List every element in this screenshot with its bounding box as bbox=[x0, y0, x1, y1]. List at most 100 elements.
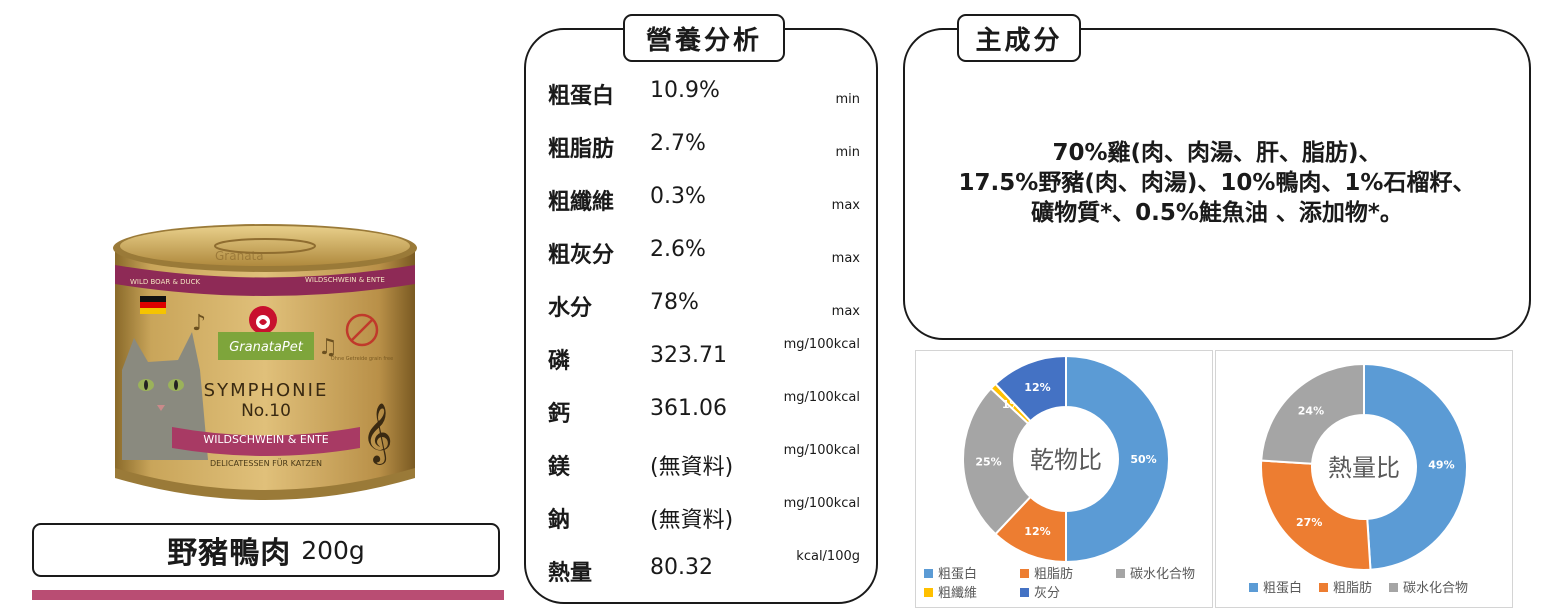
nutrient-value: 361.06 bbox=[650, 396, 727, 421]
slice-data-label: 25% bbox=[975, 455, 1001, 468]
ingredients-line: 礦物質*、0.5%鮭魚油 、添加物*。 bbox=[1031, 200, 1403, 226]
donut-slice bbox=[1065, 354, 1170, 564]
accent-bar bbox=[32, 590, 504, 600]
nutrient-value: 2.6% bbox=[650, 237, 706, 262]
can-pull-ring bbox=[214, 238, 316, 254]
nutrient-name: 水分 bbox=[548, 296, 593, 321]
nutrition-row: 磷 323.71 mg/100kcal bbox=[548, 337, 860, 374]
ingredients-title: 主成分 bbox=[957, 14, 1081, 62]
slice-data-label: 50% bbox=[1130, 453, 1156, 466]
donut-center-label: 熱量比 bbox=[1328, 454, 1400, 482]
nutrient-unit: mg/100kcal bbox=[783, 337, 860, 352]
granatapet-logo-icon: GranataPet bbox=[218, 306, 314, 360]
slice-data-label: 12% bbox=[1024, 381, 1050, 394]
can-band-right-text: WILDSCHWEIN & ENTE bbox=[305, 276, 385, 284]
legend-label: 粗蛋白 bbox=[1263, 580, 1302, 596]
nutrition-row: 粗纖維 0.3% max bbox=[548, 184, 860, 215]
can-ribbon-text: WILDSCHWEIN & ENTE bbox=[203, 433, 328, 446]
nutrient-name: 粗灰分 bbox=[548, 243, 615, 268]
donut-slice bbox=[1260, 459, 1372, 571]
music-note-icon: ♫ bbox=[318, 335, 338, 360]
legend-label: 粗蛋白 bbox=[938, 566, 977, 582]
legend-swatch bbox=[1319, 583, 1328, 592]
can-title-line2: No.10 bbox=[241, 401, 291, 421]
nutrient-unit: max bbox=[831, 198, 860, 213]
legend-swatch bbox=[1389, 583, 1398, 592]
product-name: 野豬鴨肉 bbox=[167, 536, 292, 571]
cat-illustration-icon bbox=[122, 332, 208, 460]
legend-label: 粗脂肪 bbox=[1034, 566, 1073, 582]
product-name-box: 野豬鴨肉 200g bbox=[32, 523, 500, 577]
ingredients-text: 70%雞(肉、肉湯、肝、脂肪)、 17.5%野豬(肉、肉湯)、10%鴨肉、1%石… bbox=[903, 138, 1531, 228]
slice-data-label: 49% bbox=[1428, 459, 1454, 472]
nutrient-unit: mg/100kcal bbox=[783, 390, 860, 405]
legend-label: 灰分 bbox=[1034, 586, 1060, 601]
donut-slice bbox=[994, 354, 1067, 423]
legend-swatch bbox=[924, 569, 933, 578]
ingredients-panel bbox=[903, 28, 1531, 340]
can-band-left-text: WILD BOAR & DUCK bbox=[130, 278, 201, 286]
product-weight: 200g bbox=[301, 535, 365, 565]
nutrient-value: (無資料) bbox=[650, 455, 734, 480]
nutrition-row: 粗灰分 2.6% max bbox=[548, 237, 860, 268]
nutrition-row: 熱量 80.32 kcal/100g bbox=[548, 549, 860, 586]
treble-clef-icon: 𝄞 bbox=[362, 403, 393, 465]
donut-slice bbox=[1363, 362, 1468, 571]
nutrient-unit: kcal/100g bbox=[796, 549, 860, 564]
nutrient-name: 粗纖維 bbox=[548, 190, 615, 215]
nutrition-row: 鎂 (無資料) mg/100kcal bbox=[548, 443, 860, 480]
can-purple-band bbox=[115, 265, 415, 296]
legend-label: 碳水化合物 bbox=[1403, 581, 1468, 596]
legend-swatch bbox=[924, 588, 933, 597]
nutrition-row: 鈉 (無資料) mg/100kcal bbox=[548, 496, 860, 533]
ingredients-line: 70%雞(肉、肉湯、肝、脂肪)、 bbox=[1052, 140, 1382, 166]
german-flag-icon bbox=[140, 296, 166, 314]
ingredients-line: 17.5%野豬(肉、肉湯)、10%鴨肉、1%石榴籽、 bbox=[958, 170, 1476, 196]
product-can-image: WILD BOAR & DUCK WILDSCHWEIN & ENTE Gran… bbox=[113, 224, 417, 500]
can-title-line1: SYMPHONIE bbox=[204, 380, 329, 401]
nutrient-unit: max bbox=[831, 304, 860, 319]
grain-free-icon: Ohne Getreide grain free bbox=[331, 313, 393, 362]
nutrient-name: 鈉 bbox=[548, 508, 571, 533]
nutrient-value: (無資料) bbox=[650, 508, 734, 533]
nutrient-unit: mg/100kcal bbox=[783, 443, 860, 458]
can-subtitle-text: DELICATESSEN FÜR KATZEN bbox=[210, 458, 322, 468]
nutrient-value: 2.7% bbox=[650, 131, 706, 156]
nutrient-name: 磷 bbox=[548, 349, 571, 374]
donut-slice bbox=[962, 387, 1032, 536]
nutrient-value: 10.9% bbox=[650, 78, 720, 103]
nutrition-row: 鈣 361.06 mg/100kcal bbox=[548, 390, 860, 427]
nutrition-row: 水分 78% max bbox=[548, 290, 860, 321]
nutrient-value: 80.32 bbox=[650, 555, 713, 580]
nutrient-name: 熱量 bbox=[548, 561, 593, 586]
nutrient-name: 鈣 bbox=[548, 402, 571, 427]
legend-label: 粗脂肪 bbox=[1333, 580, 1372, 596]
can-lid-brand: Granata bbox=[215, 249, 264, 263]
donut-slice bbox=[1260, 362, 1365, 465]
calorie-ratio-chart-frame: 49% 27% 24% 熱量比粗蛋白 粗脂肪 碳水化合物 bbox=[1215, 350, 1513, 608]
legend-swatch bbox=[1249, 583, 1258, 592]
nutrition-row: 粗蛋白 10.9% min bbox=[548, 78, 860, 109]
dry-matter-chart-frame: 50% 12% 25% 1% 12% 乾物比 粗蛋白 粗脂肪 碳水化合物 粗纖維 灰分 bbox=[915, 350, 1213, 608]
legend-swatch bbox=[1020, 569, 1029, 578]
nutrient-value: 323.71 bbox=[650, 343, 727, 368]
legend-swatch bbox=[1020, 588, 1029, 597]
slice-data-label: 24% bbox=[1298, 405, 1324, 418]
can-ribbon bbox=[172, 427, 360, 456]
donut-center-label: 乾物比 bbox=[1030, 446, 1102, 474]
nutrition-title: 營養分析 bbox=[623, 14, 785, 62]
nutrition-row: 粗脂肪 2.7% min bbox=[548, 131, 860, 162]
nutrient-name: 粗蛋白 bbox=[548, 84, 615, 109]
can-bottom-rim bbox=[115, 468, 415, 500]
nutrient-value: 78% bbox=[650, 290, 699, 315]
nutrient-unit: mg/100kcal bbox=[783, 496, 860, 511]
nutrient-unit: max bbox=[831, 251, 860, 266]
nutrient-name: 粗脂肪 bbox=[548, 137, 615, 162]
nutrient-name: 鎂 bbox=[548, 455, 571, 480]
can-lid bbox=[120, 226, 410, 266]
slice-data-label: 27% bbox=[1296, 516, 1322, 529]
slice-data-label: 12% bbox=[1024, 525, 1050, 538]
can-brand-text: GranataPet bbox=[229, 340, 303, 355]
